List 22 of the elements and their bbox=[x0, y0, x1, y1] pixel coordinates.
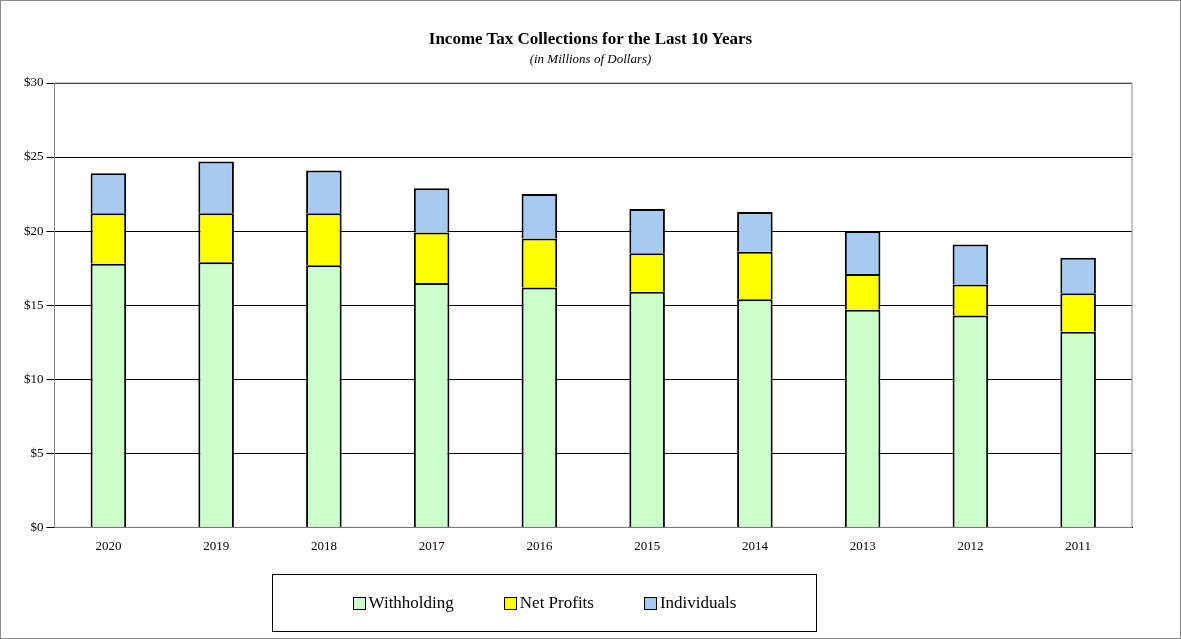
x-tick-label: 2014 bbox=[741, 537, 769, 553]
x-tick-label: 2013 bbox=[849, 537, 876, 553]
legend-label: Individuals bbox=[659, 593, 737, 613]
x-tick-label: 2011 bbox=[1065, 537, 1091, 553]
chart-title: Income Tax Collections for the Last 10 Years bbox=[427, 29, 754, 49]
y-tick-label: $20 bbox=[24, 222, 44, 238]
x-tick-label: 2018 bbox=[310, 537, 337, 553]
x-tick-label: 2016 bbox=[526, 537, 553, 553]
legend-label: Withholding bbox=[368, 593, 454, 613]
y-tick-label: $25 bbox=[24, 148, 44, 164]
x-tick-label: 2020 bbox=[95, 537, 122, 553]
x-tick-label: 2017 bbox=[418, 537, 446, 553]
y-tick-label: $0 bbox=[30, 518, 44, 534]
x-tick-label: 2019 bbox=[203, 537, 230, 553]
chart-subtitle: (in Millions of Dollars) bbox=[528, 51, 653, 67]
y-tick-label: $10 bbox=[24, 370, 44, 386]
y-tick-label: $30 bbox=[24, 74, 44, 90]
x-tick-label: 2012 bbox=[957, 537, 984, 553]
y-tick-label: $5 bbox=[30, 444, 44, 460]
legend-label: Net Profits bbox=[519, 593, 594, 613]
x-tick-label: 2015 bbox=[634, 537, 661, 553]
y-tick-label: $15 bbox=[24, 296, 44, 312]
